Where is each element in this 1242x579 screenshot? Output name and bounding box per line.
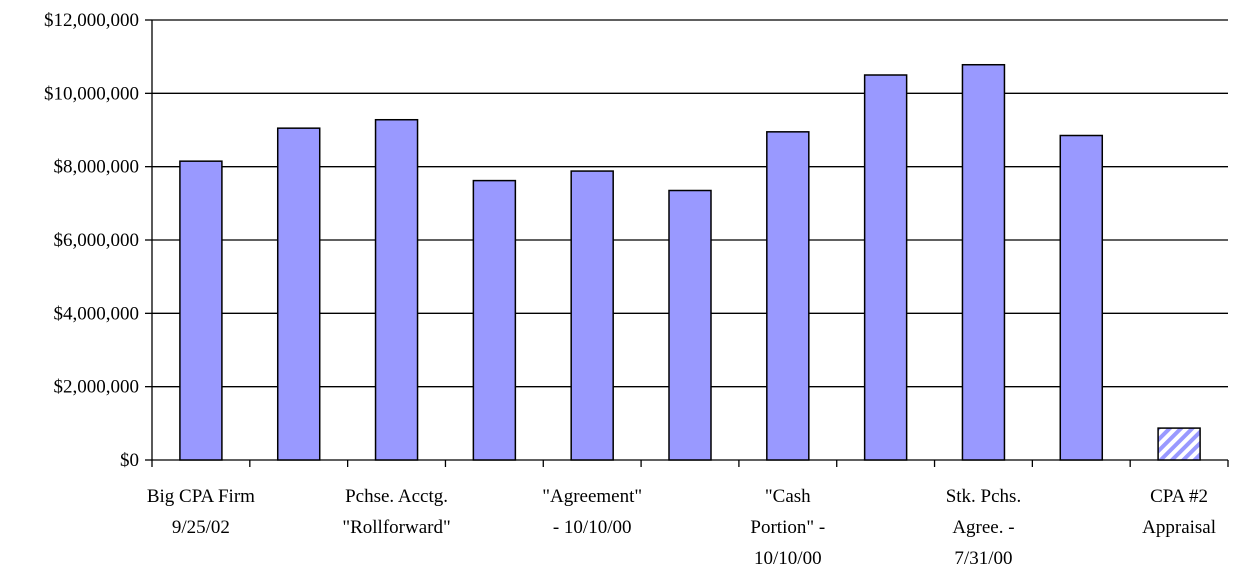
bars [179,63,1201,461]
bar [276,127,321,461]
x-category-label: Stk. Pchs. Agree. -7/31/00 [946,486,1022,569]
x-category-label: "Cash Portion" -10/10/00 [750,486,825,569]
bar [863,74,908,461]
y-tick-label: $0 [120,450,139,471]
bar [668,189,712,461]
x-tick-labels: Big CPA Firm 9/25/02 Pchse. Acctg. "Rollfor… [147,486,1216,569]
y-tick-labels: $0 $2,000,000 $4,000,000 $6,000,000 $8,000,0… [44,10,139,471]
bar [374,118,419,461]
bar [570,170,614,461]
bar [961,63,1006,461]
x-category-label: CPA #2 Appraisal [1142,486,1216,538]
y-tick-label: $8,000,000 [54,157,140,178]
bar [1059,134,1104,461]
bar [472,179,517,461]
y-tick-label: $10,000,000 [44,83,139,104]
x-category-label: Big CPA Firm 9/25/02 [147,486,255,538]
y-tick-label: $4,000,000 [54,303,140,324]
bar [179,160,223,461]
y-tick-label: $12,000,000 [44,10,139,31]
x-category-label: Pchse. Acctg. "Rollforward" [342,486,450,538]
bar-hatched [1157,427,1201,461]
x-category-label: "Agreement" - 10/10/00 [542,486,642,538]
y-tick-label: $2,000,000 [54,377,140,398]
y-tick-label: $6,000,000 [54,230,140,251]
bar [766,131,810,461]
